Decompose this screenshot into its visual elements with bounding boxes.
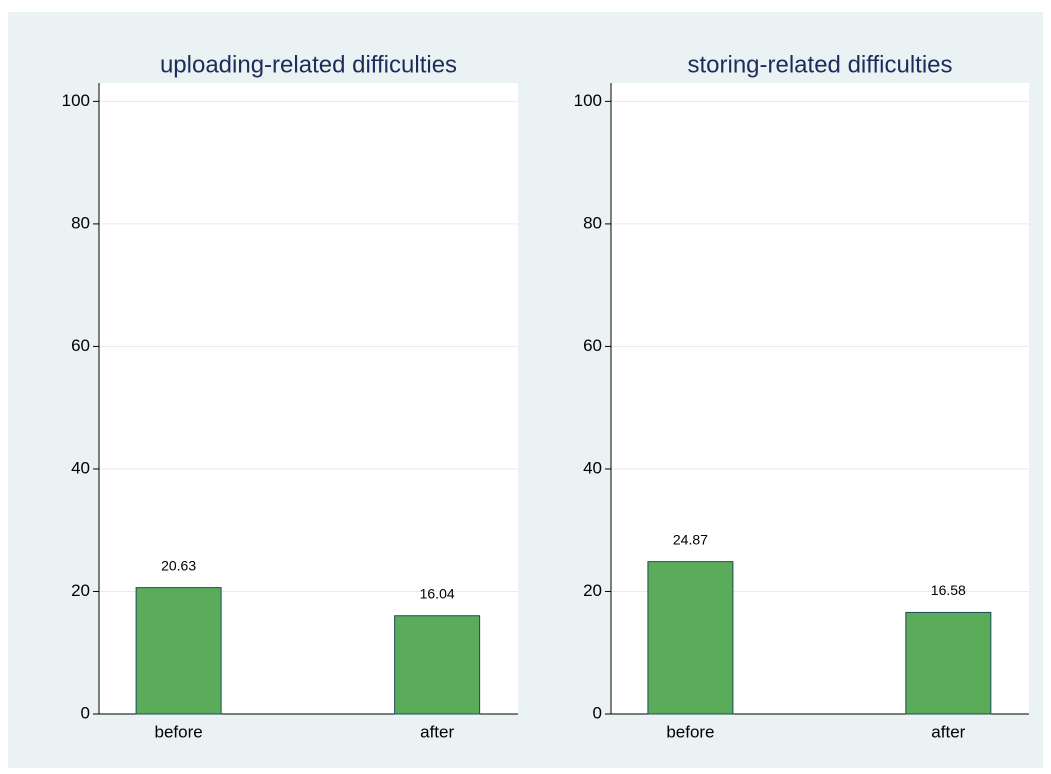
y-tick-label: 60	[583, 336, 602, 355]
y-tick-label: 40	[583, 458, 602, 477]
y-tick-label: 0	[81, 703, 90, 722]
chart-title: storing-related difficulties	[687, 51, 952, 78]
value-label: 20.63	[161, 557, 196, 573]
x-tick-label: after	[420, 722, 454, 741]
x-tick-label: before	[666, 722, 714, 741]
y-tick-label: 100	[574, 91, 602, 110]
y-tick-label: 0	[593, 703, 602, 722]
y-tick-label: 40	[71, 458, 90, 477]
y-tick-label: 20	[583, 581, 602, 600]
x-tick-label: before	[155, 722, 203, 741]
chart-title: uploading-related difficulties	[160, 51, 457, 78]
value-label: 16.58	[931, 582, 966, 598]
bar	[135, 587, 222, 715]
y-tick-label: 80	[583, 213, 602, 232]
value-label: 24.87	[673, 531, 708, 547]
x-tick-label: after	[931, 722, 965, 741]
y-tick-label: 20	[71, 581, 90, 600]
y-tick-label: 100	[62, 91, 90, 110]
y-tick-label: 60	[71, 336, 90, 355]
value-label: 16.04	[420, 585, 455, 601]
bar	[905, 611, 992, 715]
y-tick-label: 80	[71, 213, 90, 232]
bar	[647, 561, 734, 715]
bar	[394, 615, 481, 715]
